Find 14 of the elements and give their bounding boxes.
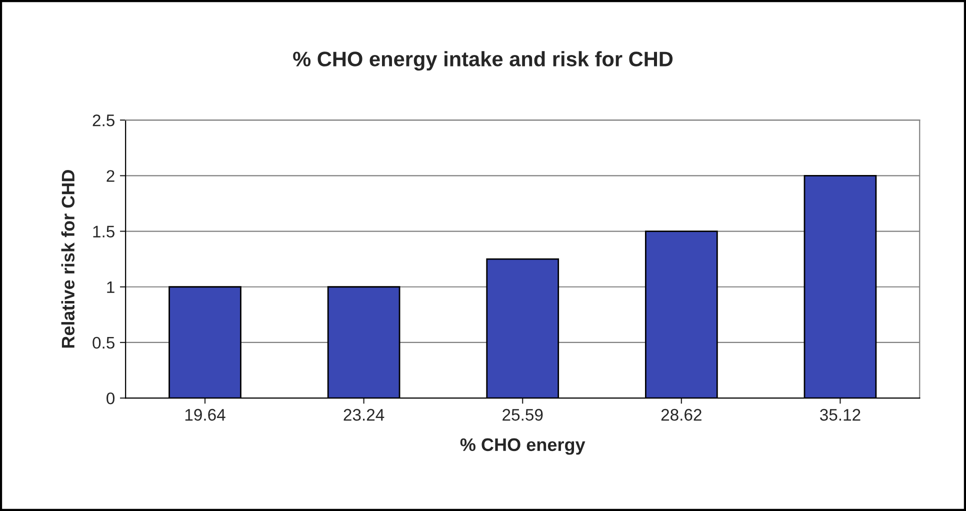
x-tick-label: 19.64 bbox=[185, 408, 226, 421]
x-tick-label: 28.62 bbox=[661, 408, 702, 421]
y-tick-label: 2 bbox=[106, 170, 114, 182]
x-tick-label: 35.12 bbox=[820, 408, 860, 421]
y-tick-label: 0.5 bbox=[92, 336, 114, 349]
y-tick-label: 1 bbox=[107, 281, 114, 293]
y-tick-label: 1.5 bbox=[93, 226, 114, 238]
x-tick-label: 25.59 bbox=[502, 408, 543, 421]
y-tick-label: 0 bbox=[106, 392, 115, 404]
x-tick-label: 23.24 bbox=[344, 408, 384, 421]
chart-title: % CHO energy intake and risk for CHD bbox=[293, 51, 673, 71]
x-axis-title: % CHO energy bbox=[460, 438, 586, 455]
y-tick-label: 2.5 bbox=[92, 114, 114, 126]
y-axis-title: Relative risk for CHD bbox=[61, 170, 75, 348]
